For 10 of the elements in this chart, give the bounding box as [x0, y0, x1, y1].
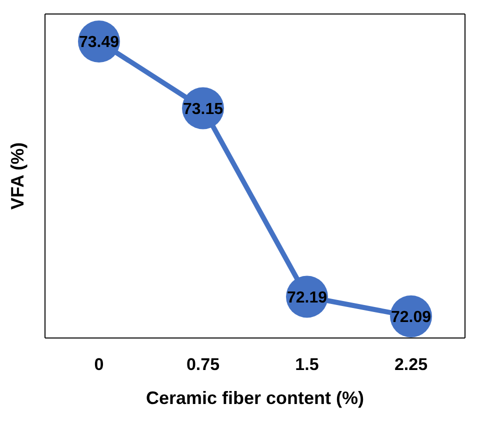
x-tick-label: 2.25: [394, 355, 428, 374]
x-tick-label: 1.5: [295, 355, 319, 374]
data-label: 72.19: [286, 289, 328, 306]
data-label: 73.15: [182, 100, 224, 118]
x-tick-label: 0.75: [186, 355, 220, 374]
x-tick-label: 0: [94, 355, 104, 374]
y-axis-title: VFA (%): [7, 142, 28, 210]
x-axis-title: Ceramic fiber content (%): [146, 388, 364, 408]
data-label: 72.09: [390, 309, 432, 326]
data-label: 73.49: [78, 34, 120, 52]
